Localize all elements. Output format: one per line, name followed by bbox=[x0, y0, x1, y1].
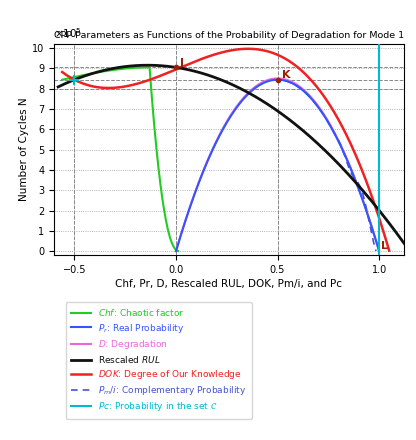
Y-axis label: Number of Cycles N: Number of Cycles N bbox=[19, 98, 30, 202]
X-axis label: Chf, Pr, D, Rescaled RUL, DOK, Pm/i, and Pc: Chf, Pr, D, Rescaled RUL, DOK, Pm/i, and… bbox=[115, 279, 342, 289]
Title: CPP Parameters as Functions of the Probability of Degradation for Mode 1: CPP Parameters as Functions of the Proba… bbox=[54, 31, 404, 40]
Text: L: L bbox=[381, 241, 388, 251]
Text: $\times 10^5$: $\times 10^5$ bbox=[54, 26, 82, 40]
Text: J: J bbox=[180, 58, 184, 68]
Legend: $\it{Chf}$: Chaotic factor, $P_r$: Real Probability, $\it{D}$: Degradation, Resc: $\it{Chf}$: Chaotic factor, $P_r$: Real … bbox=[66, 302, 252, 419]
Text: K: K bbox=[282, 70, 290, 80]
